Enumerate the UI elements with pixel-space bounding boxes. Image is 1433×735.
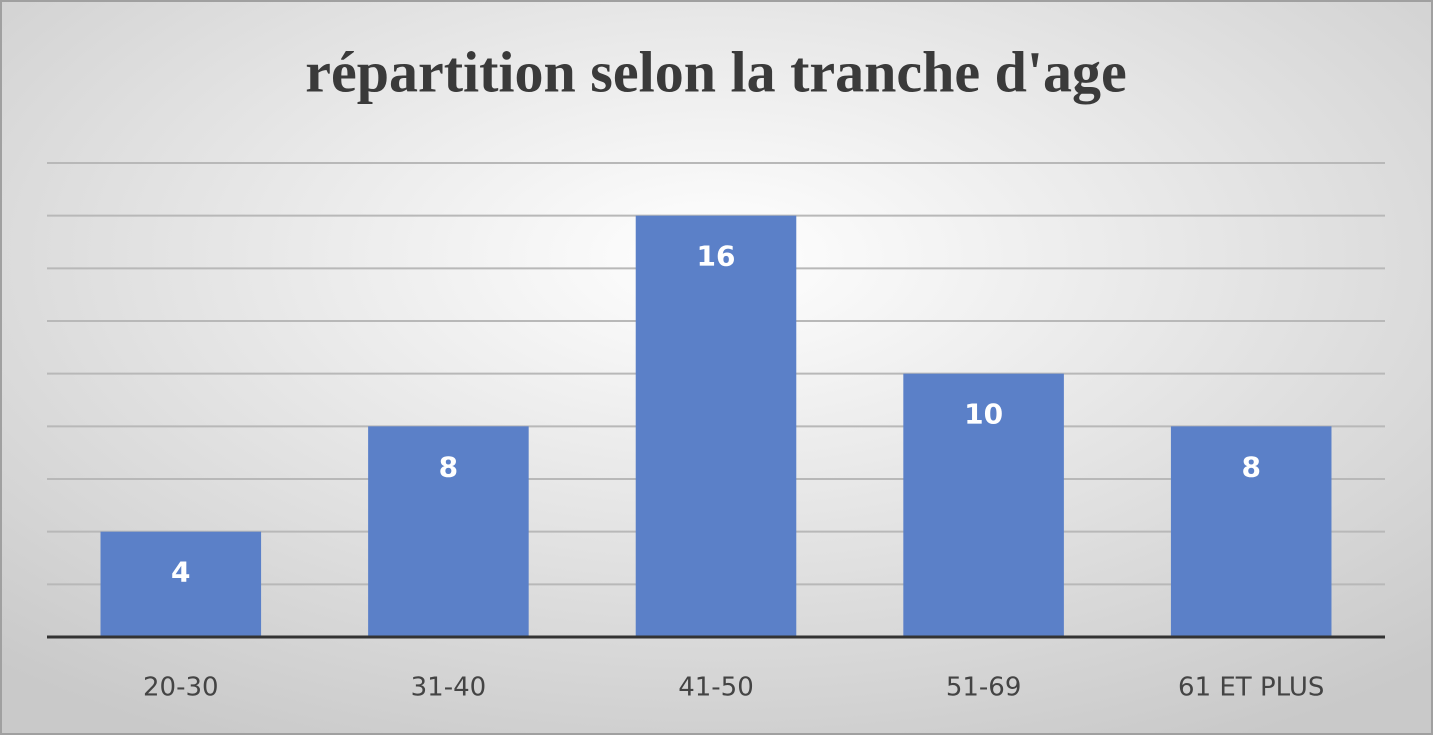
bar <box>1170 426 1332 637</box>
bar <box>368 426 529 637</box>
x-tick-label: 41-50 <box>678 673 754 703</box>
x-tick-label: 31-40 <box>411 673 487 703</box>
data-label: 8 <box>439 450 458 483</box>
bar <box>903 373 1064 637</box>
chart-title: répartition selon la tranche d'age <box>305 39 1127 104</box>
data-label: 4 <box>171 556 190 589</box>
data-label: 10 <box>964 398 1003 431</box>
x-tick-label: 51-69 <box>946 673 1022 703</box>
x-tick-label: 20-30 <box>143 673 219 703</box>
bar <box>635 215 797 637</box>
bar <box>100 531 262 637</box>
data-label: 8 <box>1241 450 1260 483</box>
data-label: 16 <box>697 240 736 273</box>
x-tick-label: 61 ET PLUS <box>1178 673 1324 703</box>
